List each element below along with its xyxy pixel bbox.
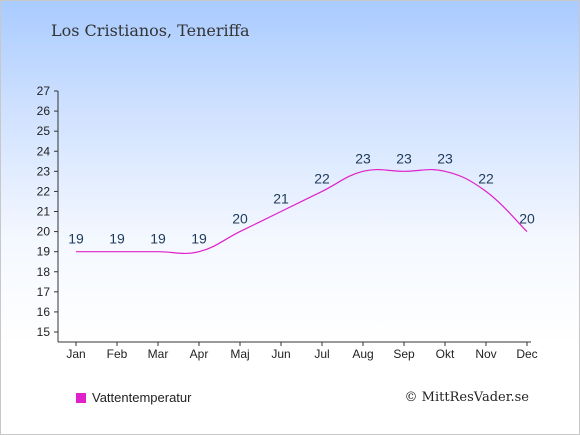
- x-tick-label: Nov: [475, 347, 496, 361]
- chart-title: Los Cristianos, Teneriffa: [51, 21, 250, 40]
- x-tick-label: Okt: [436, 347, 455, 361]
- data-label: 22: [314, 170, 330, 186]
- credit-text: © MittResVader.se: [404, 390, 529, 405]
- y-tick-label: 20: [37, 225, 51, 239]
- x-tick-label: Mar: [148, 347, 169, 361]
- data-label: 19: [109, 231, 125, 247]
- data-label: 21: [273, 191, 289, 207]
- y-tick-label: 17: [37, 285, 51, 299]
- x-tick-label: Aug: [352, 347, 373, 361]
- x-tick-label: Jun: [271, 347, 290, 361]
- x-tick-label: Dec: [516, 347, 537, 361]
- legend-label: Vattentemperatur: [92, 390, 192, 405]
- data-label: 19: [191, 231, 207, 247]
- data-label: 19: [68, 231, 84, 247]
- data-label: 20: [519, 211, 535, 227]
- data-label: 19: [150, 231, 166, 247]
- y-tick-label: 23: [37, 164, 51, 178]
- y-tick-label: 26: [37, 104, 51, 118]
- data-label: 23: [396, 150, 412, 166]
- data-label: 23: [355, 150, 371, 166]
- y-tick-label: 25: [37, 124, 51, 138]
- y-tick-label: 16: [37, 305, 51, 319]
- x-tick-label: Jan: [66, 347, 85, 361]
- y-tick-label: 21: [37, 205, 51, 219]
- x-tick-label: Jul: [314, 347, 329, 361]
- y-tick-label: 22: [37, 184, 51, 198]
- data-label: 22: [478, 170, 494, 186]
- y-tick-label: 19: [37, 245, 51, 259]
- y-tick-label: 18: [37, 265, 51, 279]
- series-line: [75, 168, 528, 255]
- data-label: 20: [232, 211, 248, 227]
- x-tick-label: Apr: [190, 347, 209, 361]
- x-tick-label: Feb: [107, 347, 128, 361]
- y-tick-label: 27: [37, 84, 51, 98]
- legend: Vattentemperatur: [76, 390, 191, 405]
- y-tick-label: 24: [37, 144, 51, 158]
- x-tick-label: Maj: [230, 347, 249, 361]
- y-tick-label: 15: [37, 325, 51, 339]
- data-label: 23: [437, 150, 453, 166]
- x-tick-label: Sep: [393, 347, 415, 361]
- legend-swatch: [76, 392, 86, 403]
